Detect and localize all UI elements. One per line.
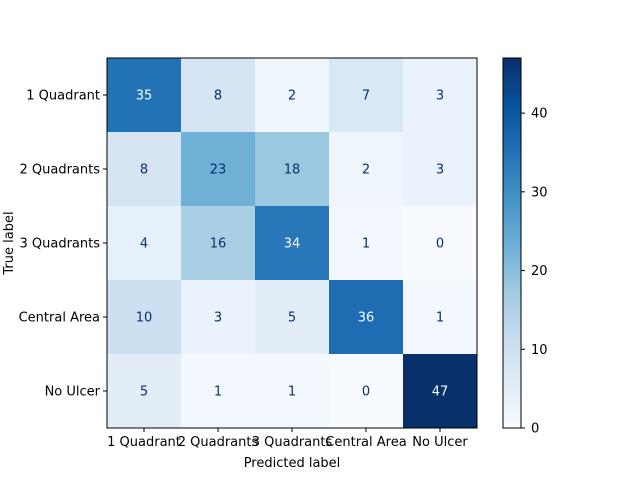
cell-value-label: 1 xyxy=(362,237,370,252)
cell-value-label: 35 xyxy=(136,89,153,104)
heatmap-cell xyxy=(107,354,182,429)
cell-value-label: 16 xyxy=(210,237,227,252)
y-axis-label: True label xyxy=(2,211,17,275)
heatmap-cell xyxy=(329,280,404,355)
cell-value-label: 7 xyxy=(362,89,370,104)
cell-value-label: 0 xyxy=(362,385,370,400)
heatmap-cell-labels: 35 8 2 7 38 23 18 2 34 16 34 1 010 3 5 36 15 1 1 0 47 xyxy=(136,89,449,400)
cell-value-label: 5 xyxy=(140,385,148,400)
cell-value-label: 2 xyxy=(362,163,370,178)
heatmap-cell xyxy=(181,132,256,207)
heatmap-cell xyxy=(403,58,478,133)
cell-value-label: 18 xyxy=(284,163,301,178)
cell-value-label: 8 xyxy=(214,89,222,104)
heatmap-cell xyxy=(107,58,182,133)
heatmap-cell xyxy=(107,206,182,281)
y-tick-label: Central Area xyxy=(19,311,100,326)
heatmap-cell xyxy=(403,206,478,281)
cell-value-label: 3 xyxy=(436,89,444,104)
colorbar-tick-label: 20 xyxy=(531,264,548,279)
heatmap-cell xyxy=(255,132,330,207)
heatmap-cell xyxy=(255,206,330,281)
heatmap-cell xyxy=(181,58,256,133)
x-tick-label: 3 Quadrants xyxy=(252,435,333,450)
heatmap-cell xyxy=(255,354,330,429)
y-tick-label: No Ulcer xyxy=(45,385,101,400)
cell-value-label: 34 xyxy=(284,237,301,252)
y-axis-ticks: 1 Quadrant 2 Quadrants 3 Quadrants Central … xyxy=(19,89,107,400)
cell-value-label: 10 xyxy=(136,311,153,326)
cell-value-label: 23 xyxy=(210,163,227,178)
heatmap-cell xyxy=(181,354,256,429)
x-tick-label: Central Area xyxy=(325,435,406,450)
heatmap-cell xyxy=(329,354,404,429)
cell-value-label: 1 xyxy=(288,385,296,400)
cell-value-label: 1 xyxy=(214,385,222,400)
x-tick-label: No Ulcer xyxy=(412,435,468,450)
heatmap-cell xyxy=(329,132,404,207)
heatmap-cell xyxy=(329,58,404,133)
heatmap-cell xyxy=(329,206,404,281)
colorbar-tick-label: 30 xyxy=(531,185,548,200)
y-tick-label: 2 Quadrants xyxy=(19,163,100,178)
cell-value-label: 2 xyxy=(288,89,296,104)
heatmap-cell xyxy=(255,58,330,133)
cell-value-label: 5 xyxy=(288,311,296,326)
cell-value-label: 8 xyxy=(140,163,148,178)
heatmap-cell xyxy=(181,280,256,355)
colorbar-tick-label: 40 xyxy=(531,107,548,122)
heatmap-cell xyxy=(403,354,478,429)
cell-value-label: 3 xyxy=(436,163,444,178)
heatmap-cells xyxy=(107,58,478,429)
heatmap-cell xyxy=(403,132,478,207)
heatmap-cell xyxy=(403,280,478,355)
heatmap-cell xyxy=(181,206,256,281)
cell-value-label: 0 xyxy=(436,237,444,252)
colorbar-tick-label: 0 xyxy=(531,422,539,437)
cell-value-label: 1 xyxy=(436,311,444,326)
y-tick-label: 3 Quadrants xyxy=(19,237,100,252)
y-tick-label: 1 Quadrant xyxy=(26,89,100,104)
colorbar-tick-label: 10 xyxy=(531,343,548,358)
heatmap-cell xyxy=(107,132,182,207)
cell-value-label: 36 xyxy=(358,311,375,326)
cell-value-label: 4 xyxy=(140,237,148,252)
x-tick-label: 1 Quadrant xyxy=(107,435,181,450)
heatmap-cell xyxy=(255,280,330,355)
x-axis-label: Predicted label xyxy=(244,456,341,471)
x-tick-label: 2 Quadrants xyxy=(178,435,259,450)
cell-value-label: 47 xyxy=(432,385,449,400)
heatmap-cell xyxy=(107,280,182,355)
colorbar-ticks: 0 10 20 30 40 xyxy=(521,107,548,437)
colorbar xyxy=(502,57,522,429)
cell-value-label: 3 xyxy=(214,311,222,326)
